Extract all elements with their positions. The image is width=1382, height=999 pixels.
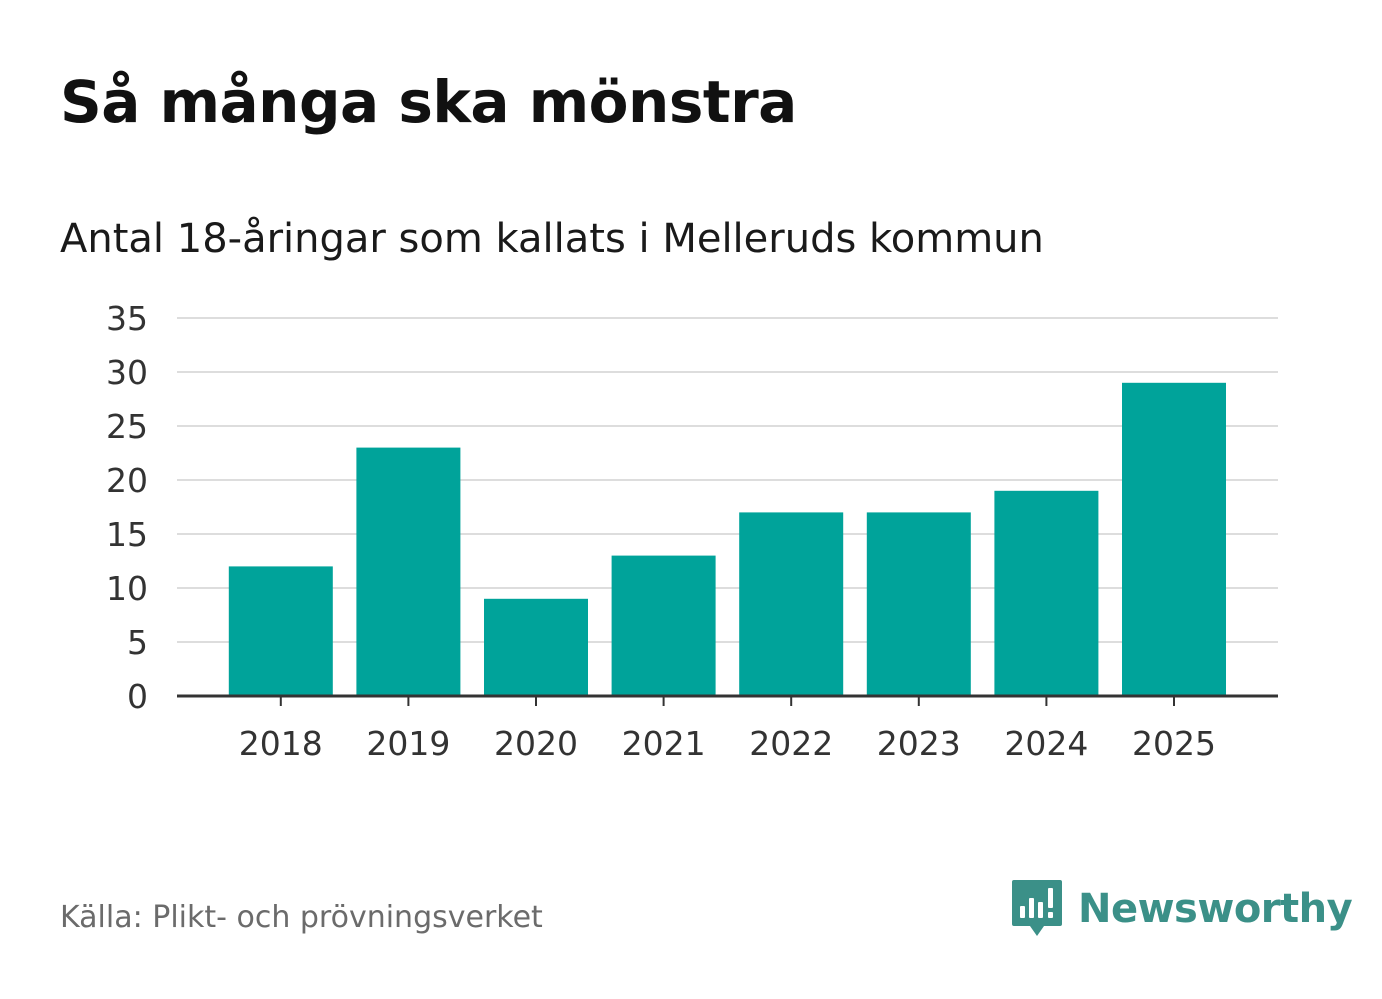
chart-subtitle: Antal 18-åringar som kallats i Melleruds… — [60, 216, 1044, 262]
y-tick-label: 5 — [127, 623, 148, 662]
bar-2020 — [484, 598, 588, 696]
bar-2025 — [1122, 382, 1226, 696]
y-tick-label: 35 — [106, 299, 148, 338]
x-tick-label: 2019 — [366, 724, 450, 763]
chart-title: Så många ska mönstra — [60, 68, 797, 136]
y-tick-label: 25 — [106, 407, 148, 446]
x-tick-label: 2022 — [749, 724, 833, 763]
y-tick-label: 15 — [106, 515, 148, 554]
x-tick-label: 2024 — [1004, 724, 1088, 763]
x-tick-label: 2021 — [622, 724, 706, 763]
bar-2019 — [356, 447, 461, 696]
bar-2022 — [739, 512, 844, 696]
bar-2023 — [866, 512, 971, 696]
x-tick-label: 2025 — [1132, 724, 1216, 763]
bar-2024 — [994, 490, 1099, 696]
brand-name: Newsworthy — [1078, 886, 1353, 932]
x-tick-label: 2018 — [239, 724, 323, 763]
brand-logo: Newsworthy — [1010, 878, 1353, 940]
bar-2021 — [611, 555, 716, 696]
x-tick-label: 2020 — [494, 724, 578, 763]
y-tick-label: 10 — [106, 569, 148, 608]
y-tick-label: 30 — [106, 353, 148, 392]
y-tick-label: 20 — [106, 461, 148, 500]
source-note: Källa: Plikt- och prövningsverket — [60, 900, 543, 935]
newsworthy-logo-icon — [1012, 880, 1062, 936]
bar-2018 — [228, 566, 333, 696]
x-tick-label: 2023 — [877, 724, 961, 763]
y-tick-label: 0 — [127, 677, 148, 716]
